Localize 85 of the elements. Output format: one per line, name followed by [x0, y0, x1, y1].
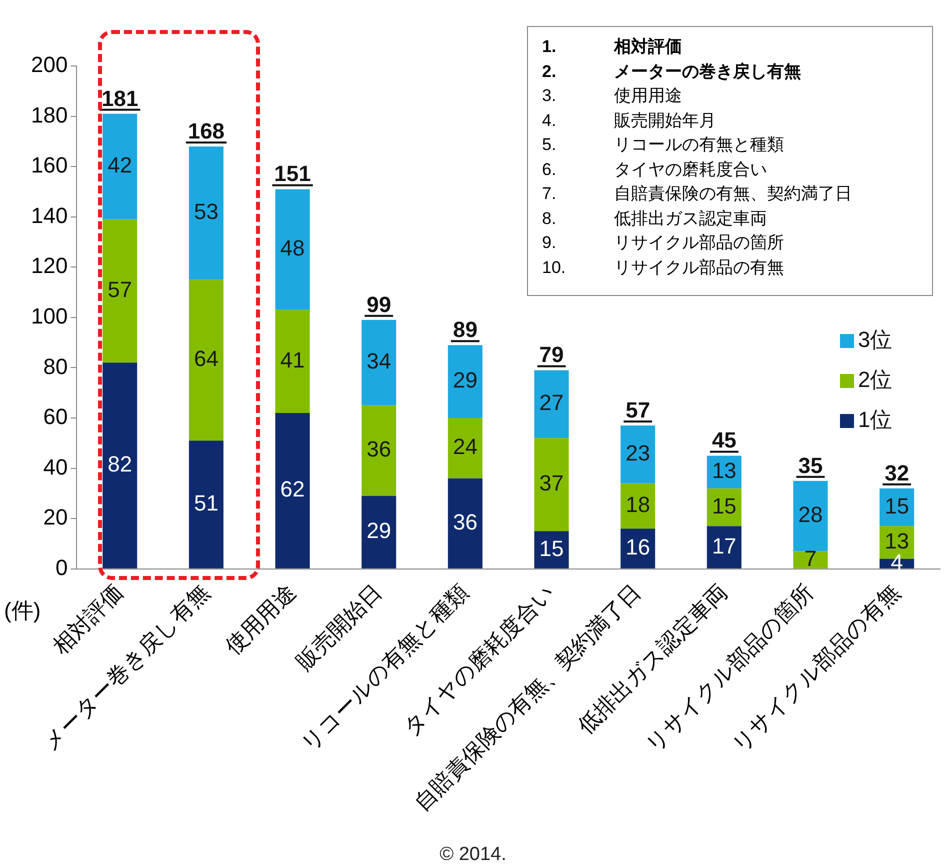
y-tick-label: 120 — [30, 253, 68, 278]
bar — [188, 440, 224, 568]
bar — [448, 345, 482, 418]
data-label: 36 — [452, 509, 478, 534]
data-label: 16 — [626, 534, 650, 560]
data-label: 42 — [108, 152, 132, 178]
bar — [448, 478, 482, 568]
bar — [362, 496, 396, 568]
annotation: 3. 使用用途 — [542, 85, 683, 107]
data-label: 17 — [712, 533, 736, 558]
bar — [362, 320, 396, 406]
data-label: 53 — [194, 199, 218, 224]
y-tick-label: 140 — [30, 202, 68, 228]
total-label: 181 — [102, 86, 138, 111]
bar — [534, 370, 569, 438]
total-label: 168 — [188, 118, 225, 144]
total-label: 35 — [798, 452, 823, 478]
bar — [188, 146, 224, 280]
data-label: 51 — [194, 490, 218, 516]
data-label: 13 — [884, 528, 910, 554]
total-label: 89 — [452, 317, 478, 342]
data-label: 34 — [366, 348, 392, 374]
y-tick-label: 0 — [55, 554, 68, 580]
bar — [275, 310, 310, 413]
bar — [620, 426, 656, 484]
data-label: 13 — [712, 458, 736, 484]
data-label: 29 — [452, 368, 478, 393]
y-tick-label: 20 — [43, 504, 68, 530]
annotation: 4. 販売開始年月 — [542, 110, 717, 132]
bar — [706, 526, 742, 568]
data-label: 48 — [280, 236, 305, 261]
text: © 2014. — [438, 844, 508, 866]
annotation: 5. リコールの有無と種類 — [542, 134, 785, 156]
data-label: 15 — [712, 493, 736, 518]
data-label: 62 — [280, 476, 305, 502]
bar — [534, 438, 569, 532]
annotation: 9. リサイクル部品の箇所 — [542, 232, 785, 254]
data-label: 37 — [539, 470, 564, 496]
bar — [448, 418, 482, 478]
legend-label: 1位 — [858, 407, 892, 432]
data-label: 41 — [280, 347, 305, 372]
y-axis-title: (件) — [4, 597, 41, 625]
total-label: 45 — [712, 428, 736, 453]
annotation: 2. メーターの巻き戻し有無 — [542, 60, 802, 82]
annotation: 7. 自賠責保険の有無、契約満了日 — [542, 183, 853, 205]
data-label: 28 — [798, 502, 823, 528]
y-tick-label: 80 — [43, 354, 68, 379]
data-label: 29 — [366, 518, 392, 544]
legend-label: 3位 — [858, 327, 892, 352]
y-tick-label: 100 — [30, 303, 68, 328]
bar — [793, 480, 828, 552]
y-tick-label: 40 — [43, 454, 68, 480]
data-label: 82 — [108, 452, 132, 477]
y-tick-label: 200 — [30, 52, 68, 78]
bar — [102, 114, 138, 220]
bar — [102, 219, 138, 363]
total-label: 79 — [539, 342, 564, 368]
data-label: 27 — [539, 390, 564, 416]
y-tick-label: 60 — [43, 404, 68, 430]
total-label: 151 — [274, 161, 311, 186]
bar — [275, 189, 310, 310]
y-tick-label: 180 — [30, 102, 68, 128]
data-label: 23 — [626, 440, 650, 466]
data-label: 15 — [884, 493, 910, 518]
bar — [793, 551, 828, 568]
data-label: 36 — [366, 436, 392, 462]
y-tick-label: 160 — [30, 152, 68, 178]
data-label: 7 — [804, 546, 817, 571]
bar — [188, 280, 224, 441]
data-label: 64 — [194, 346, 218, 372]
bar — [102, 362, 138, 568]
bar — [362, 405, 396, 496]
total-label: 99 — [366, 292, 392, 317]
total-label: 57 — [626, 398, 650, 423]
annotation: 6. タイヤの磨耗度合い — [542, 158, 768, 180]
data-label: 18 — [626, 492, 650, 518]
legend-label: 2位 — [858, 367, 892, 392]
bar — [275, 412, 310, 568]
data-label: 24 — [452, 434, 478, 460]
annotation: 10. リサイクル部品の有無 — [542, 256, 785, 278]
data-label: 15 — [539, 536, 564, 561]
annotation: 8. 低排出ガス認定車両 — [542, 208, 768, 230]
text: 1. 相対評価 — [542, 36, 683, 58]
total-label: 32 — [884, 460, 910, 486]
data-label: 57 — [108, 277, 132, 302]
